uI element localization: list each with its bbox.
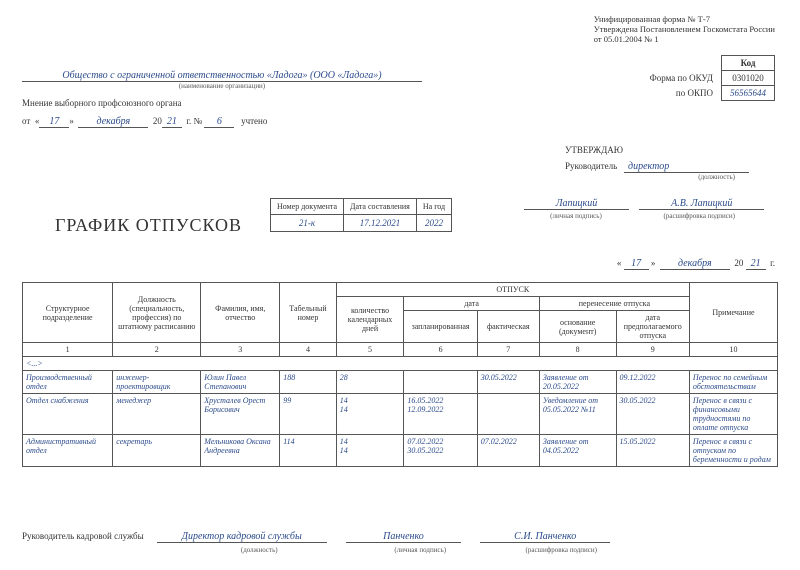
th-c10: Примечание [689,283,777,343]
cell-c3: Юлин Павел Степанович [201,371,280,394]
cell-c9: 15.05.2022 [616,435,689,467]
cell-c5: 14 14 [336,435,404,467]
cell-c10: Перенос в связи с финансовыми трудностям… [689,394,777,435]
signature-name: А.В. Лапицкий [639,198,764,210]
th-c4: Табельный номер [280,283,336,343]
okud-value: 0301020 [722,71,775,86]
union-month: декабря [78,116,148,128]
footer-role: Руководитель кадровой службы [22,531,144,541]
union-year: 21 [162,116,182,128]
footer-position: Директор кадровой службы [157,531,327,543]
cell-c4: 99 [280,394,336,435]
th-c9: дата предполагаемого отпуска [616,311,689,343]
codes-table: Код Форма по ОКУД0301020 по ОКПО56565644 [642,55,775,101]
approve-role: Руководитель [565,161,617,171]
signature: Лапицкий [524,198,629,210]
union-block: Мнение выборного профсоюзного органа от … [22,98,778,128]
union-ot: от [22,116,30,126]
cell-c3: Хрусталев Орест Борисович [201,394,280,435]
form-line2: Утверждена Постановлением Госкомстата Ро… [594,24,775,34]
cell-c10: Перенос по семейным обстоятельствам [689,371,777,394]
th-c1: Структурное подразделение [23,283,113,343]
approve-block: УТВЕРЖДАЮ Руководитель директор (должнос… [565,145,775,181]
cell-c2: менеджер [113,394,201,435]
table-row: Отдел снабженияменеджерХрусталев Орест Б… [23,394,778,435]
form-header: Унифицированная форма № Т-7 Утверждена П… [594,14,775,45]
dots-row: <...> [23,357,778,371]
sig-sub1: (личная подпись) [520,212,632,220]
document-title: ГРАФИК ОТПУСКОВ [55,215,242,236]
org-block: Общество с ограниченной ответственностью… [22,70,422,90]
union-year-prefix: 20 [153,116,162,126]
okpo-value: 56565644 [722,86,775,101]
doc-meta: Номер документа Дата составления На год … [270,198,452,232]
cell-c6 [404,371,477,394]
cell-c10: Перенос в связи с отпуском по беременнос… [689,435,777,467]
cell-c9: 09.12.2022 [616,371,689,394]
sig-sub2: (расшифровка подписи) [634,212,764,220]
approve-position-sub: (должность) [565,173,775,181]
cell-c8: Заявление от 20.05.2022 [539,371,616,394]
approve-position: директор [624,161,749,173]
th-c7: фактическая [477,311,539,343]
th-c5: количество календарных дней [336,297,404,343]
cell-c1: Административный отдел [23,435,113,467]
date-year: 21 [746,258,766,270]
cell-c7: 07.02.2022 [477,435,539,467]
table-row: Производственный отделинженер-проектиров… [23,371,778,394]
signature-block: Лапицкий А.В. Лапицкий (личная подпись) … [520,198,775,220]
cell-c6: 07.02.2022 30.05.2022 [404,435,477,467]
footer-signature: Руководитель кадровой службы Директор ка… [22,531,778,554]
union-uchteno: учтено [241,116,267,126]
okud-label: Форма по ОКУД [642,71,722,86]
th-vacation: ОТПУСК [336,283,689,297]
meta-h2: Дата составления [344,199,417,215]
vacation-table: Структурное подразделение Должность (спе… [22,282,778,467]
okpo-label: по ОКПО [642,86,722,101]
column-numbers-row: 1 2 3 4 5 6 7 8 9 10 [23,343,778,357]
footer-name: С.И. Панченко [480,531,610,543]
meta-v2: 17.12.2021 [344,215,417,232]
approval-date: « 17 » декабря 20 21 г. [617,258,775,270]
cell-c5: 28 [336,371,404,394]
approve-title: УТВЕРЖДАЮ [565,145,775,155]
cell-c4: 188 [280,371,336,394]
cell-c2: инженер-проектировщик [113,371,201,394]
cell-c4: 114 [280,435,336,467]
th-transfer: перенесение отпуска [539,297,689,311]
cell-c7: 30.05.2022 [477,371,539,394]
th-c8: основание (документ) [539,311,616,343]
cell-c8: Уведомление от 05.05.2022 №11 [539,394,616,435]
meta-v3: 2022 [416,215,451,232]
cell-c9: 30.05.2022 [616,394,689,435]
footer-signature-img: Панченко [346,531,461,543]
date-month: декабря [660,258,730,270]
form-line1: Унифицированная форма № Т-7 [594,14,775,24]
cell-c2: секретарь [113,435,201,467]
org-sub: (наименование организации) [22,82,422,90]
org-name: Общество с ограниченной ответственностью… [22,70,422,82]
meta-v1: 21-к [271,215,344,232]
cell-c3: Мельникова Оксана Андреевна [201,435,280,467]
th-c3: Фамилия, имя, отчество [201,283,280,343]
cell-c1: Производственный отдел [23,371,113,394]
union-g: г. № [186,116,202,126]
meta-h1: Номер документа [271,199,344,215]
th-c6: запланированная [404,311,477,343]
union-day: 17 [39,116,69,128]
cell-c7 [477,394,539,435]
union-num: 6 [204,116,234,128]
cell-c6: 16.05.2022 12.09.2022 [404,394,477,435]
table-row: Административный отделсекретарьМельников… [23,435,778,467]
th-date: дата [404,297,539,311]
date-day: 17 [624,258,649,270]
kod-header: Код [722,56,775,71]
form-line3: от 05.01.2004 № 1 [594,34,775,44]
cell-c1: Отдел снабжения [23,394,113,435]
meta-h3: На год [416,199,451,215]
cell-c5: 14 14 [336,394,404,435]
cell-c8: Заявление от 04.05.2022 [539,435,616,467]
th-c2: Должность (специальность, профессия) по … [113,283,201,343]
